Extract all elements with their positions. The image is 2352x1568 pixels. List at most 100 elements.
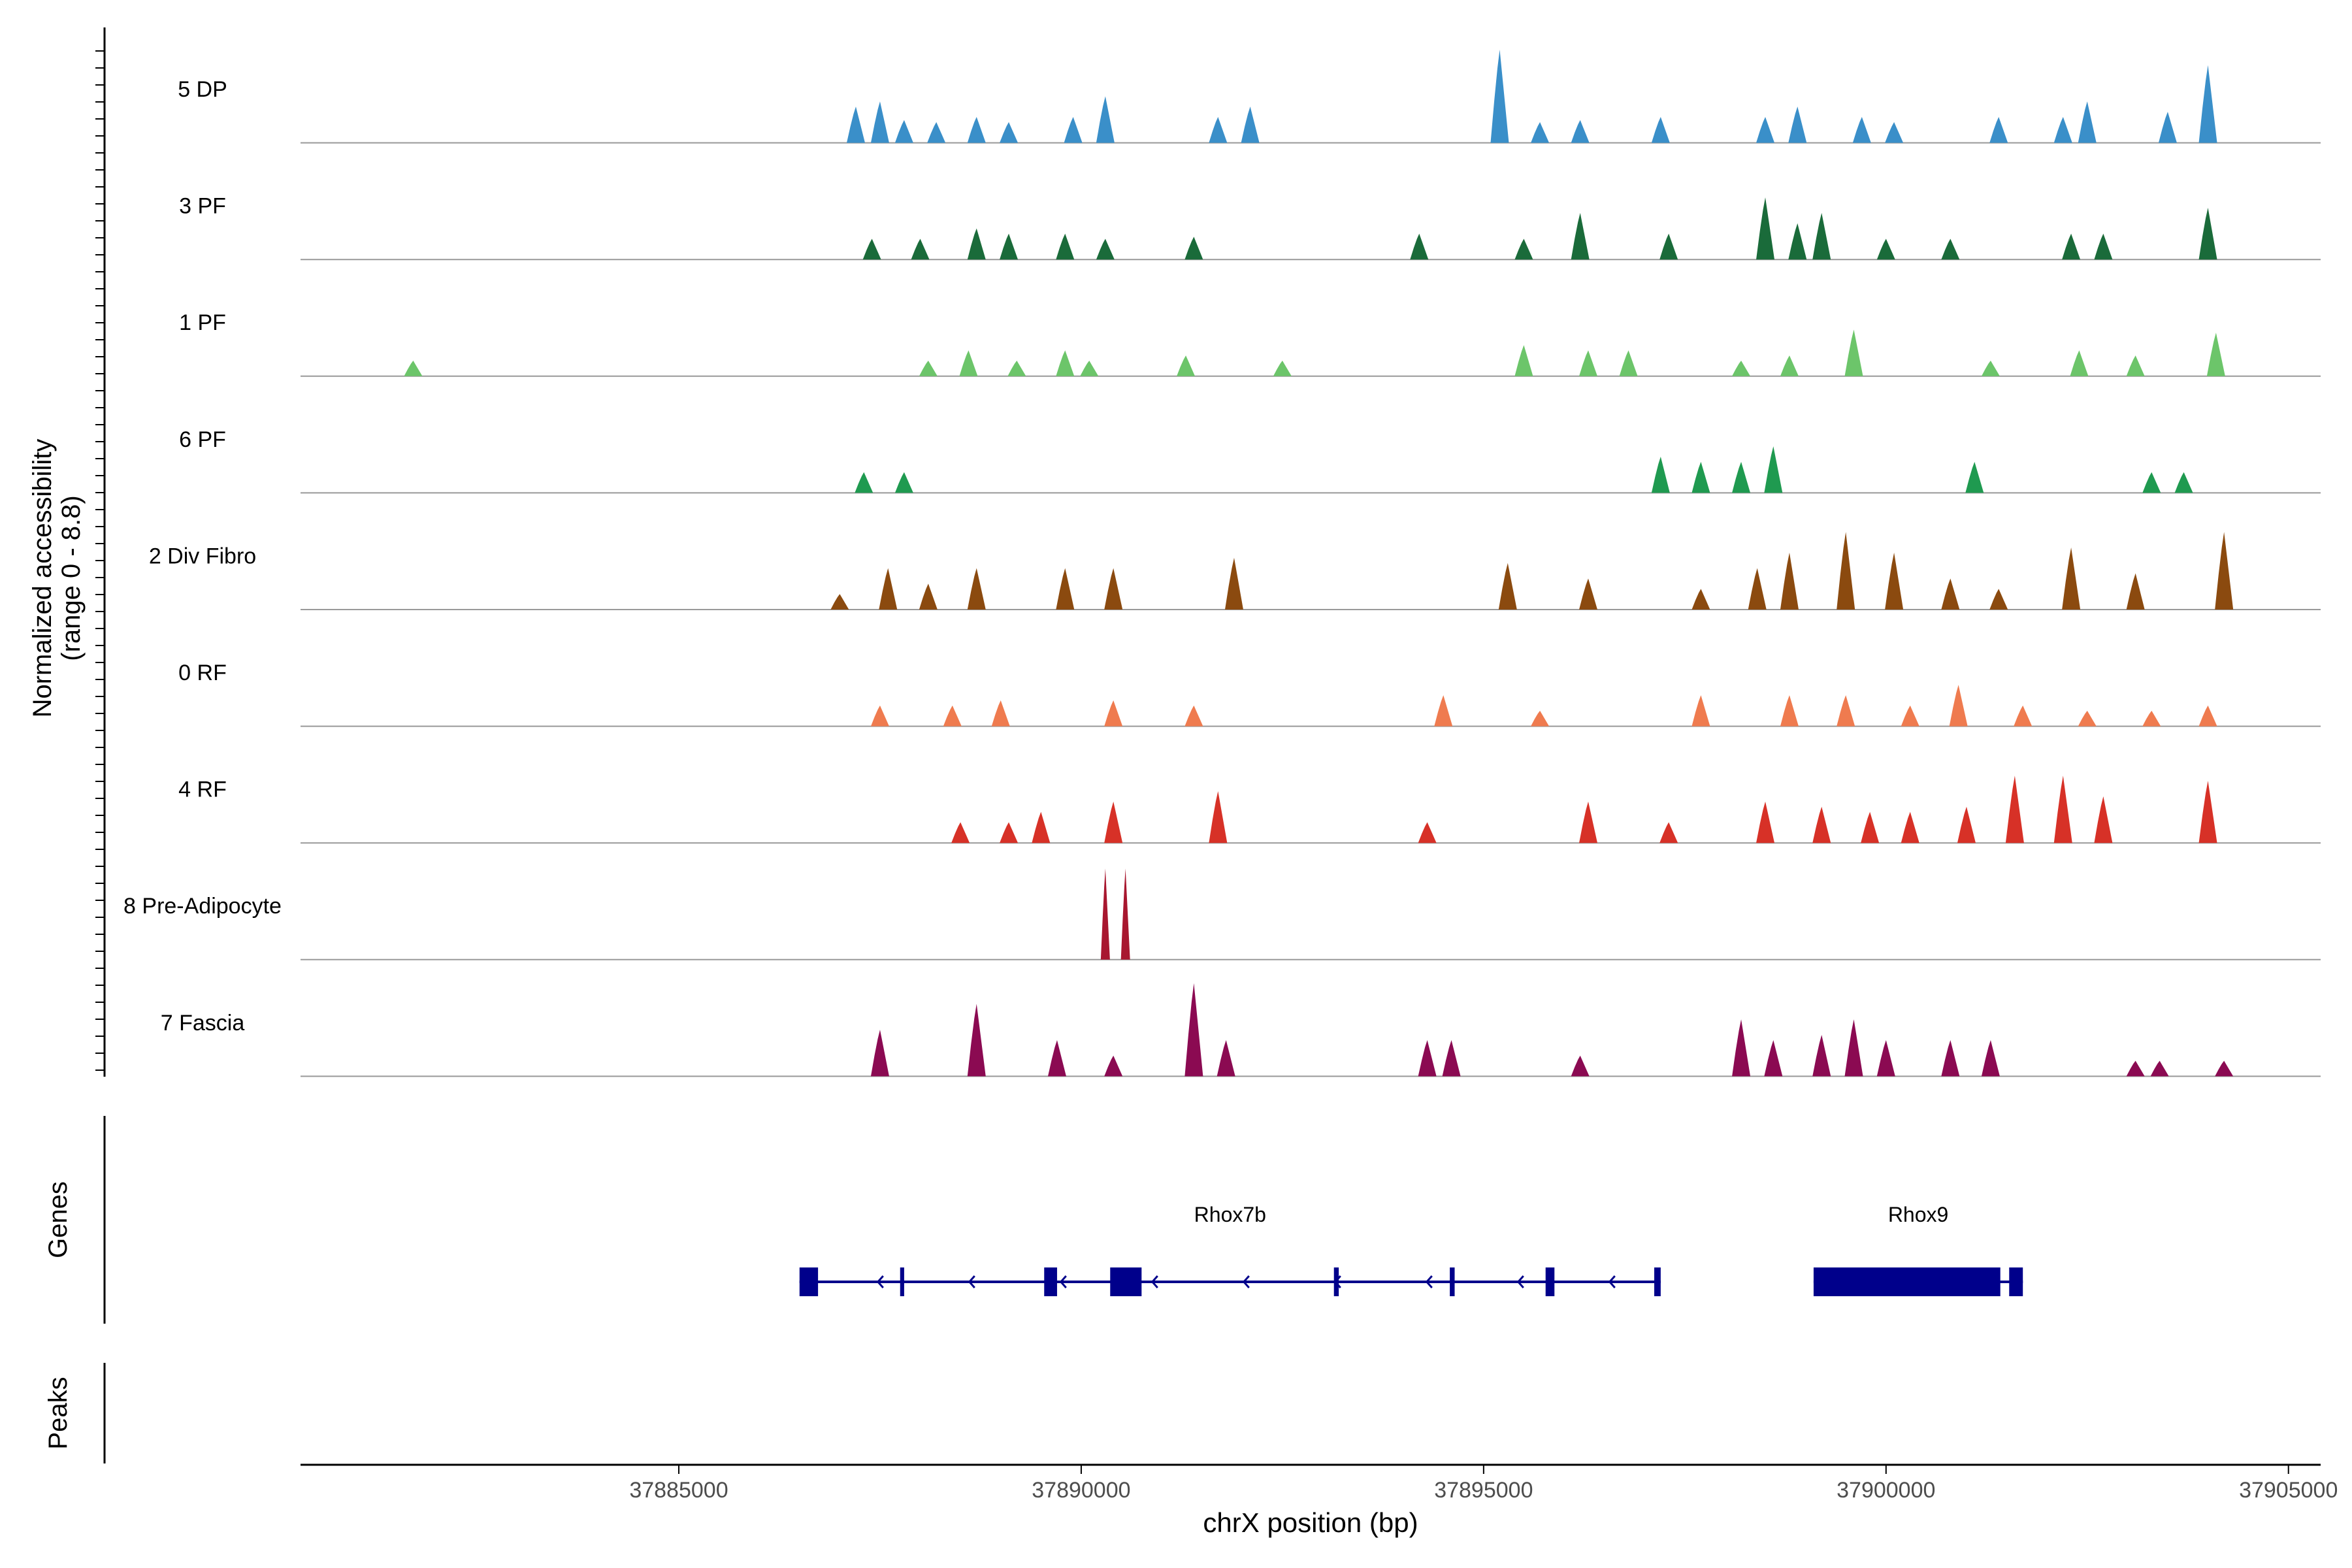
accessibility-peak xyxy=(1885,122,1904,143)
gene-label: Rhox7b xyxy=(1194,1203,1266,1226)
strand-arrow xyxy=(1151,1275,1158,1288)
track-6-pf: 6 PF xyxy=(179,427,2321,494)
accessibility-peak xyxy=(1410,233,1429,260)
track-label: 1 PF xyxy=(179,310,226,335)
accessibility-peak xyxy=(1209,116,1228,143)
accessibility-peak xyxy=(1571,120,1590,143)
accessibility-peak xyxy=(1032,811,1051,843)
accessibility-peak xyxy=(1788,223,1807,260)
strand-arrow xyxy=(876,1275,884,1288)
accessibility-peak xyxy=(2126,1060,2145,1077)
accessibility-peak xyxy=(1578,801,1597,843)
peaks-panel-label: Peaks xyxy=(44,1377,73,1449)
track-3-pf: 3 PF xyxy=(179,194,2321,261)
accessibility-peak xyxy=(919,361,938,376)
accessibility-peak xyxy=(1732,1019,1751,1077)
accessibility-peak xyxy=(830,594,849,610)
gene-exon xyxy=(900,1267,904,1296)
track-8-pre-adipocyte: 8 Pre-Adipocyte xyxy=(123,868,2321,960)
accessibility-peak xyxy=(2078,710,2097,727)
track-label: 0 RF xyxy=(178,661,227,685)
accessibility-peak xyxy=(879,568,898,610)
accessibility-peak xyxy=(1691,461,1710,493)
accessibility-peak xyxy=(2094,233,2113,260)
x-axis-ticks: 37885000 37890000 37895000 37900000 37905000 xyxy=(629,1465,2338,1503)
accessibility-peak xyxy=(1514,345,1533,376)
accessibility-peak xyxy=(2215,532,2234,610)
tracks-y-axis-ticks xyxy=(95,50,105,1071)
gene-exon xyxy=(1654,1267,1661,1296)
accessibility-peak xyxy=(1941,1039,1960,1077)
genes-panel-label: Genes xyxy=(44,1181,73,1258)
accessibility-peak xyxy=(870,705,889,727)
accessibility-peak xyxy=(967,228,986,260)
accessibility-peak xyxy=(1764,1039,1783,1077)
accessibility-peak xyxy=(2062,547,2081,610)
accessibility-peak xyxy=(943,705,962,727)
accessibility-peak xyxy=(1659,822,1678,843)
accessibility-peak xyxy=(1514,238,1533,260)
accessibility-peak xyxy=(1901,705,1919,727)
accessibility-peak xyxy=(2062,233,2081,260)
accessibility-peak xyxy=(1901,811,1919,843)
accessibility-peak xyxy=(1442,1039,1461,1077)
accessibility-peak xyxy=(1056,350,1075,376)
accessibility-peak xyxy=(404,361,423,376)
accessibility-peak xyxy=(1651,456,1670,493)
accessibility-peak xyxy=(927,122,946,143)
accessibility-peak xyxy=(2198,65,2217,143)
x-axis-tick-label: 37895000 xyxy=(1434,1478,1533,1503)
accessibility-peak xyxy=(1756,801,1775,843)
accessibility-peak xyxy=(1981,1039,2000,1077)
accessibility-peak xyxy=(2150,1060,2169,1077)
accessibility-peak xyxy=(1047,1039,1066,1077)
gene-exon xyxy=(799,1267,819,1296)
accessibility-peak xyxy=(1184,705,1203,727)
accessibility-peak xyxy=(1000,122,1019,143)
accessibility-peak xyxy=(1104,568,1123,610)
accessibility-peak xyxy=(2014,705,2033,727)
accessibility-peak xyxy=(862,238,881,260)
accessibility-peak xyxy=(1096,238,1115,260)
track-0-rf: 0 RF xyxy=(178,661,2321,727)
track-2-div-fibro: 2 Div Fibro xyxy=(149,532,2321,610)
accessibility-peak xyxy=(1104,700,1123,727)
x-axis-tick-label: 37885000 xyxy=(629,1478,728,1503)
accessibility-peak xyxy=(870,101,889,143)
accessibility-peak xyxy=(1096,96,1115,143)
strand-arrow xyxy=(1516,1275,1524,1288)
accessibility-peak xyxy=(2005,776,2024,843)
gene-exon xyxy=(1110,1267,1142,1296)
accessibility-peak xyxy=(1981,361,2000,376)
accessibility-peak xyxy=(855,472,874,493)
accessibility-peak xyxy=(2198,705,2217,727)
accessibility-peak xyxy=(846,106,865,143)
accessibility-peak xyxy=(1852,116,1871,143)
accessibility-peak xyxy=(967,1004,986,1077)
accessibility-peak xyxy=(2174,472,2193,493)
accessibility-peak xyxy=(1531,122,1550,143)
accessibility-peak xyxy=(2142,472,2161,493)
accessibility-peak xyxy=(991,700,1010,727)
accessibility-peak xyxy=(1876,1039,1895,1077)
accessibility-peak xyxy=(2053,116,2072,143)
x-axis-tick-label: 37900000 xyxy=(1837,1478,1935,1503)
y-axis-label-line1: Normalized accessibility xyxy=(28,439,57,718)
accessibility-peak xyxy=(1659,233,1678,260)
accessibility-peak xyxy=(1989,589,2008,610)
accessibility-peak xyxy=(1691,695,1710,727)
accessibility-peak xyxy=(1498,563,1517,610)
accessibility-peak xyxy=(1965,461,1984,493)
accessibility-peak xyxy=(967,116,986,143)
x-axis-label: chrX position (bp) xyxy=(1203,1507,1418,1538)
accessibility-peak xyxy=(1184,237,1203,260)
track-label: 3 PF xyxy=(179,194,226,219)
accessibility-peak xyxy=(870,1030,889,1077)
accessibility-peak xyxy=(2070,350,2089,376)
accessibility-peak xyxy=(2158,112,2177,143)
accessibility-peak xyxy=(1651,116,1670,143)
accessibility-peak xyxy=(1941,578,1960,610)
track-label: 6 PF xyxy=(179,427,226,452)
accessibility-peak xyxy=(1120,868,1130,960)
